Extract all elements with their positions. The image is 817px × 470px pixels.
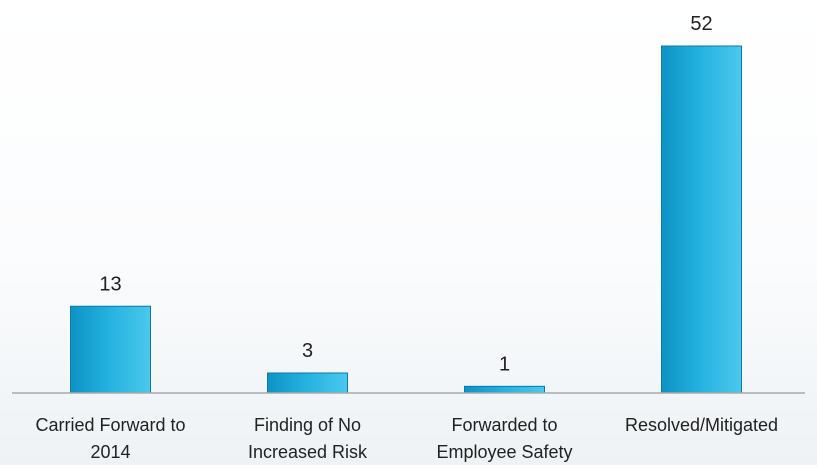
category-label-0-line-0: Carried Forward to <box>35 415 185 435</box>
category-label-1-line-0: Finding of No <box>254 415 361 435</box>
bar-1 <box>267 372 348 394</box>
data-label-0: 13 <box>99 273 121 295</box>
data-label-3: 52 <box>690 13 712 35</box>
bar-3 <box>661 45 742 394</box>
category-label-0-line-1: 2014 <box>90 442 130 462</box>
bars-layer <box>70 45 742 394</box>
category-label-3: Resolved/Mitigated <box>625 415 778 435</box>
category-label-2-line-1: Employee Safety <box>436 442 572 462</box>
data-label-2: 1 <box>499 353 510 375</box>
category-label-1: Finding of No Increased Risk <box>248 415 368 462</box>
category-label-1-line-1: Increased Risk <box>248 442 368 462</box>
category-label-2: Forwarded to Employee Safety <box>436 415 572 462</box>
data-label-1: 3 <box>302 340 313 362</box>
bar-2 <box>464 385 545 394</box>
labels-layer: 13 Carried Forward to 2014 3 Finding of No In… <box>35 13 778 462</box>
category-label-3-line-0: Resolved/Mitigated <box>625 415 778 435</box>
bar-0 <box>70 305 151 394</box>
category-label-0: Carried Forward to 2014 <box>35 415 185 462</box>
category-label-2-line-0: Forwarded to <box>451 415 557 435</box>
